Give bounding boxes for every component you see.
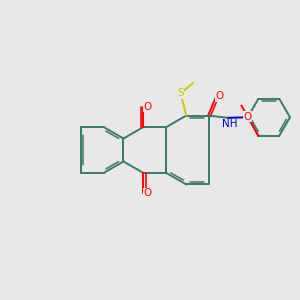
- Text: O: O: [215, 91, 224, 101]
- Text: O: O: [143, 188, 151, 198]
- Text: O: O: [243, 112, 251, 122]
- Text: O: O: [143, 102, 151, 112]
- Text: NH: NH: [222, 119, 237, 129]
- Text: S: S: [177, 88, 184, 98]
